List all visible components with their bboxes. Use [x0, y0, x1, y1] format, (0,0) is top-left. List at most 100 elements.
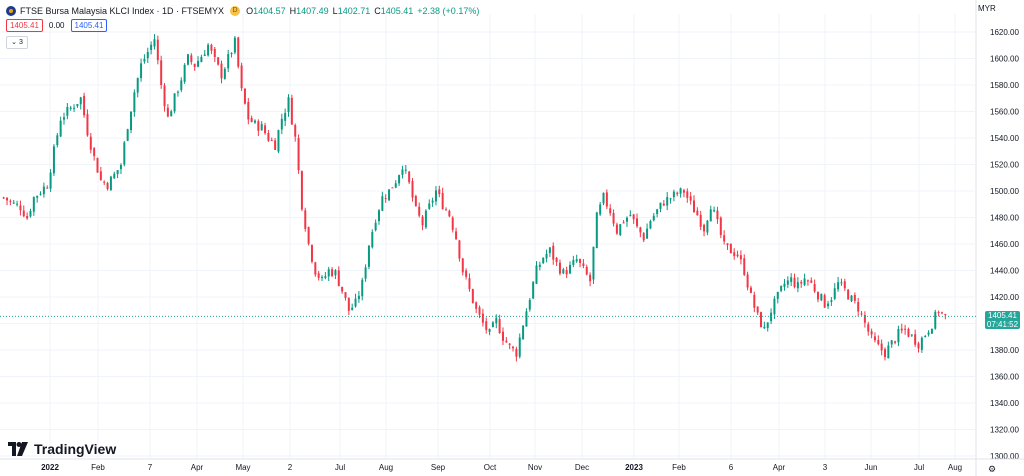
candle-body[interactable]	[820, 293, 823, 301]
candle-body[interactable]	[210, 44, 213, 51]
candle-body[interactable]	[733, 252, 736, 257]
candle-body[interactable]	[287, 97, 290, 113]
candle-body[interactable]	[713, 210, 716, 212]
candle-body[interactable]	[116, 170, 119, 175]
candle-body[interactable]	[270, 140, 273, 142]
candle-body[interactable]	[706, 220, 709, 233]
candle-body[interactable]	[756, 306, 759, 313]
candle-body[interactable]	[331, 269, 334, 276]
candle-body[interactable]	[381, 196, 384, 211]
candle-body[interactable]	[605, 192, 608, 207]
candle-body[interactable]	[76, 104, 79, 107]
candle-body[interactable]	[12, 202, 15, 204]
candle-body[interactable]	[565, 270, 568, 275]
candle-body[interactable]	[512, 346, 515, 349]
candle-body[interactable]	[555, 257, 558, 262]
candle-body[interactable]	[337, 270, 340, 286]
candle-body[interactable]	[816, 292, 819, 300]
candle-body[interactable]	[652, 215, 655, 221]
candle-body[interactable]	[404, 169, 407, 171]
candle-body[interactable]	[636, 218, 639, 227]
candle-body[interactable]	[186, 54, 189, 65]
candle-body[interactable]	[42, 186, 45, 195]
candle-body[interactable]	[59, 120, 62, 137]
candle-body[interactable]	[562, 269, 565, 274]
candle-body[interactable]	[213, 48, 216, 58]
candle-body[interactable]	[357, 295, 360, 300]
candle-body[interactable]	[528, 299, 531, 310]
candle-body[interactable]	[26, 216, 29, 219]
candle-body[interactable]	[676, 192, 679, 195]
candle-body[interactable]	[260, 124, 263, 131]
candle-body[interactable]	[280, 118, 283, 130]
candle-body[interactable]	[790, 277, 793, 282]
candle-body[interactable]	[310, 245, 313, 262]
candle-body[interactable]	[180, 80, 183, 91]
candle-body[interactable]	[884, 349, 887, 358]
candle-body[interactable]	[548, 247, 551, 254]
candle-body[interactable]	[300, 171, 303, 210]
candle-body[interactable]	[471, 289, 474, 303]
candle-body[interactable]	[940, 312, 943, 314]
candle-body[interactable]	[9, 200, 12, 202]
candle-body[interactable]	[585, 266, 588, 275]
candle-body[interactable]	[317, 273, 320, 278]
candle-body[interactable]	[83, 95, 86, 116]
candle-body[interactable]	[572, 260, 575, 265]
candle-body[interactable]	[679, 188, 682, 194]
candle-body[interactable]	[274, 140, 277, 150]
candle-body[interactable]	[609, 208, 612, 214]
candle-body[interactable]	[36, 195, 39, 198]
candle-body[interactable]	[689, 196, 692, 201]
candle-body[interactable]	[478, 307, 481, 315]
candle-body[interactable]	[927, 332, 930, 335]
candle-body[interactable]	[535, 265, 538, 284]
candle-body[interactable]	[277, 130, 280, 152]
candle-body[interactable]	[897, 328, 900, 343]
candle-body[interactable]	[193, 63, 196, 67]
candle-body[interactable]	[646, 228, 649, 239]
candle-body[interactable]	[853, 294, 856, 301]
candle-body[interactable]	[545, 253, 548, 259]
candle-body[interactable]	[485, 321, 488, 330]
candle-body[interactable]	[106, 183, 109, 189]
candle-body[interactable]	[890, 340, 893, 345]
candle-body[interactable]	[327, 269, 330, 277]
candle-body[interactable]	[877, 340, 880, 345]
candle-body[interactable]	[552, 245, 555, 260]
candle-body[interactable]	[133, 92, 136, 113]
candle-body[interactable]	[863, 315, 866, 323]
candle-body[interactable]	[783, 283, 786, 287]
candle-body[interactable]	[217, 57, 220, 65]
candle-body[interactable]	[324, 276, 327, 278]
candle-body[interactable]	[910, 334, 913, 336]
candle-body[interactable]	[257, 121, 260, 131]
candle-body[interactable]	[542, 257, 545, 264]
candle-body[interactable]	[743, 258, 746, 275]
candle-body[interactable]	[29, 211, 32, 217]
candle-body[interactable]	[16, 203, 19, 205]
currency-label[interactable]: MYR	[978, 4, 996, 13]
candle-body[interactable]	[66, 106, 69, 116]
candle-body[interactable]	[917, 343, 920, 349]
candle-body[interactable]	[434, 190, 437, 202]
candle-body[interactable]	[659, 202, 662, 209]
candle-body[interactable]	[344, 292, 347, 298]
candle-body[interactable]	[746, 274, 749, 288]
candle-body[interactable]	[294, 125, 297, 137]
candle-body[interactable]	[847, 289, 850, 300]
candle-body[interactable]	[160, 60, 163, 85]
candle-body[interactable]	[495, 317, 498, 324]
candle-body[interactable]	[518, 337, 521, 357]
candle-body[interactable]	[321, 276, 324, 278]
candle-body[interactable]	[666, 197, 669, 206]
candle-body[interactable]	[307, 227, 310, 244]
candle-body[interactable]	[602, 192, 605, 204]
candle-body[interactable]	[6, 197, 9, 201]
candle-body[interactable]	[904, 328, 907, 330]
candle-body[interactable]	[150, 44, 153, 50]
candle-body[interactable]	[592, 246, 595, 280]
candle-body[interactable]	[589, 274, 592, 282]
candle-body[interactable]	[103, 181, 106, 183]
